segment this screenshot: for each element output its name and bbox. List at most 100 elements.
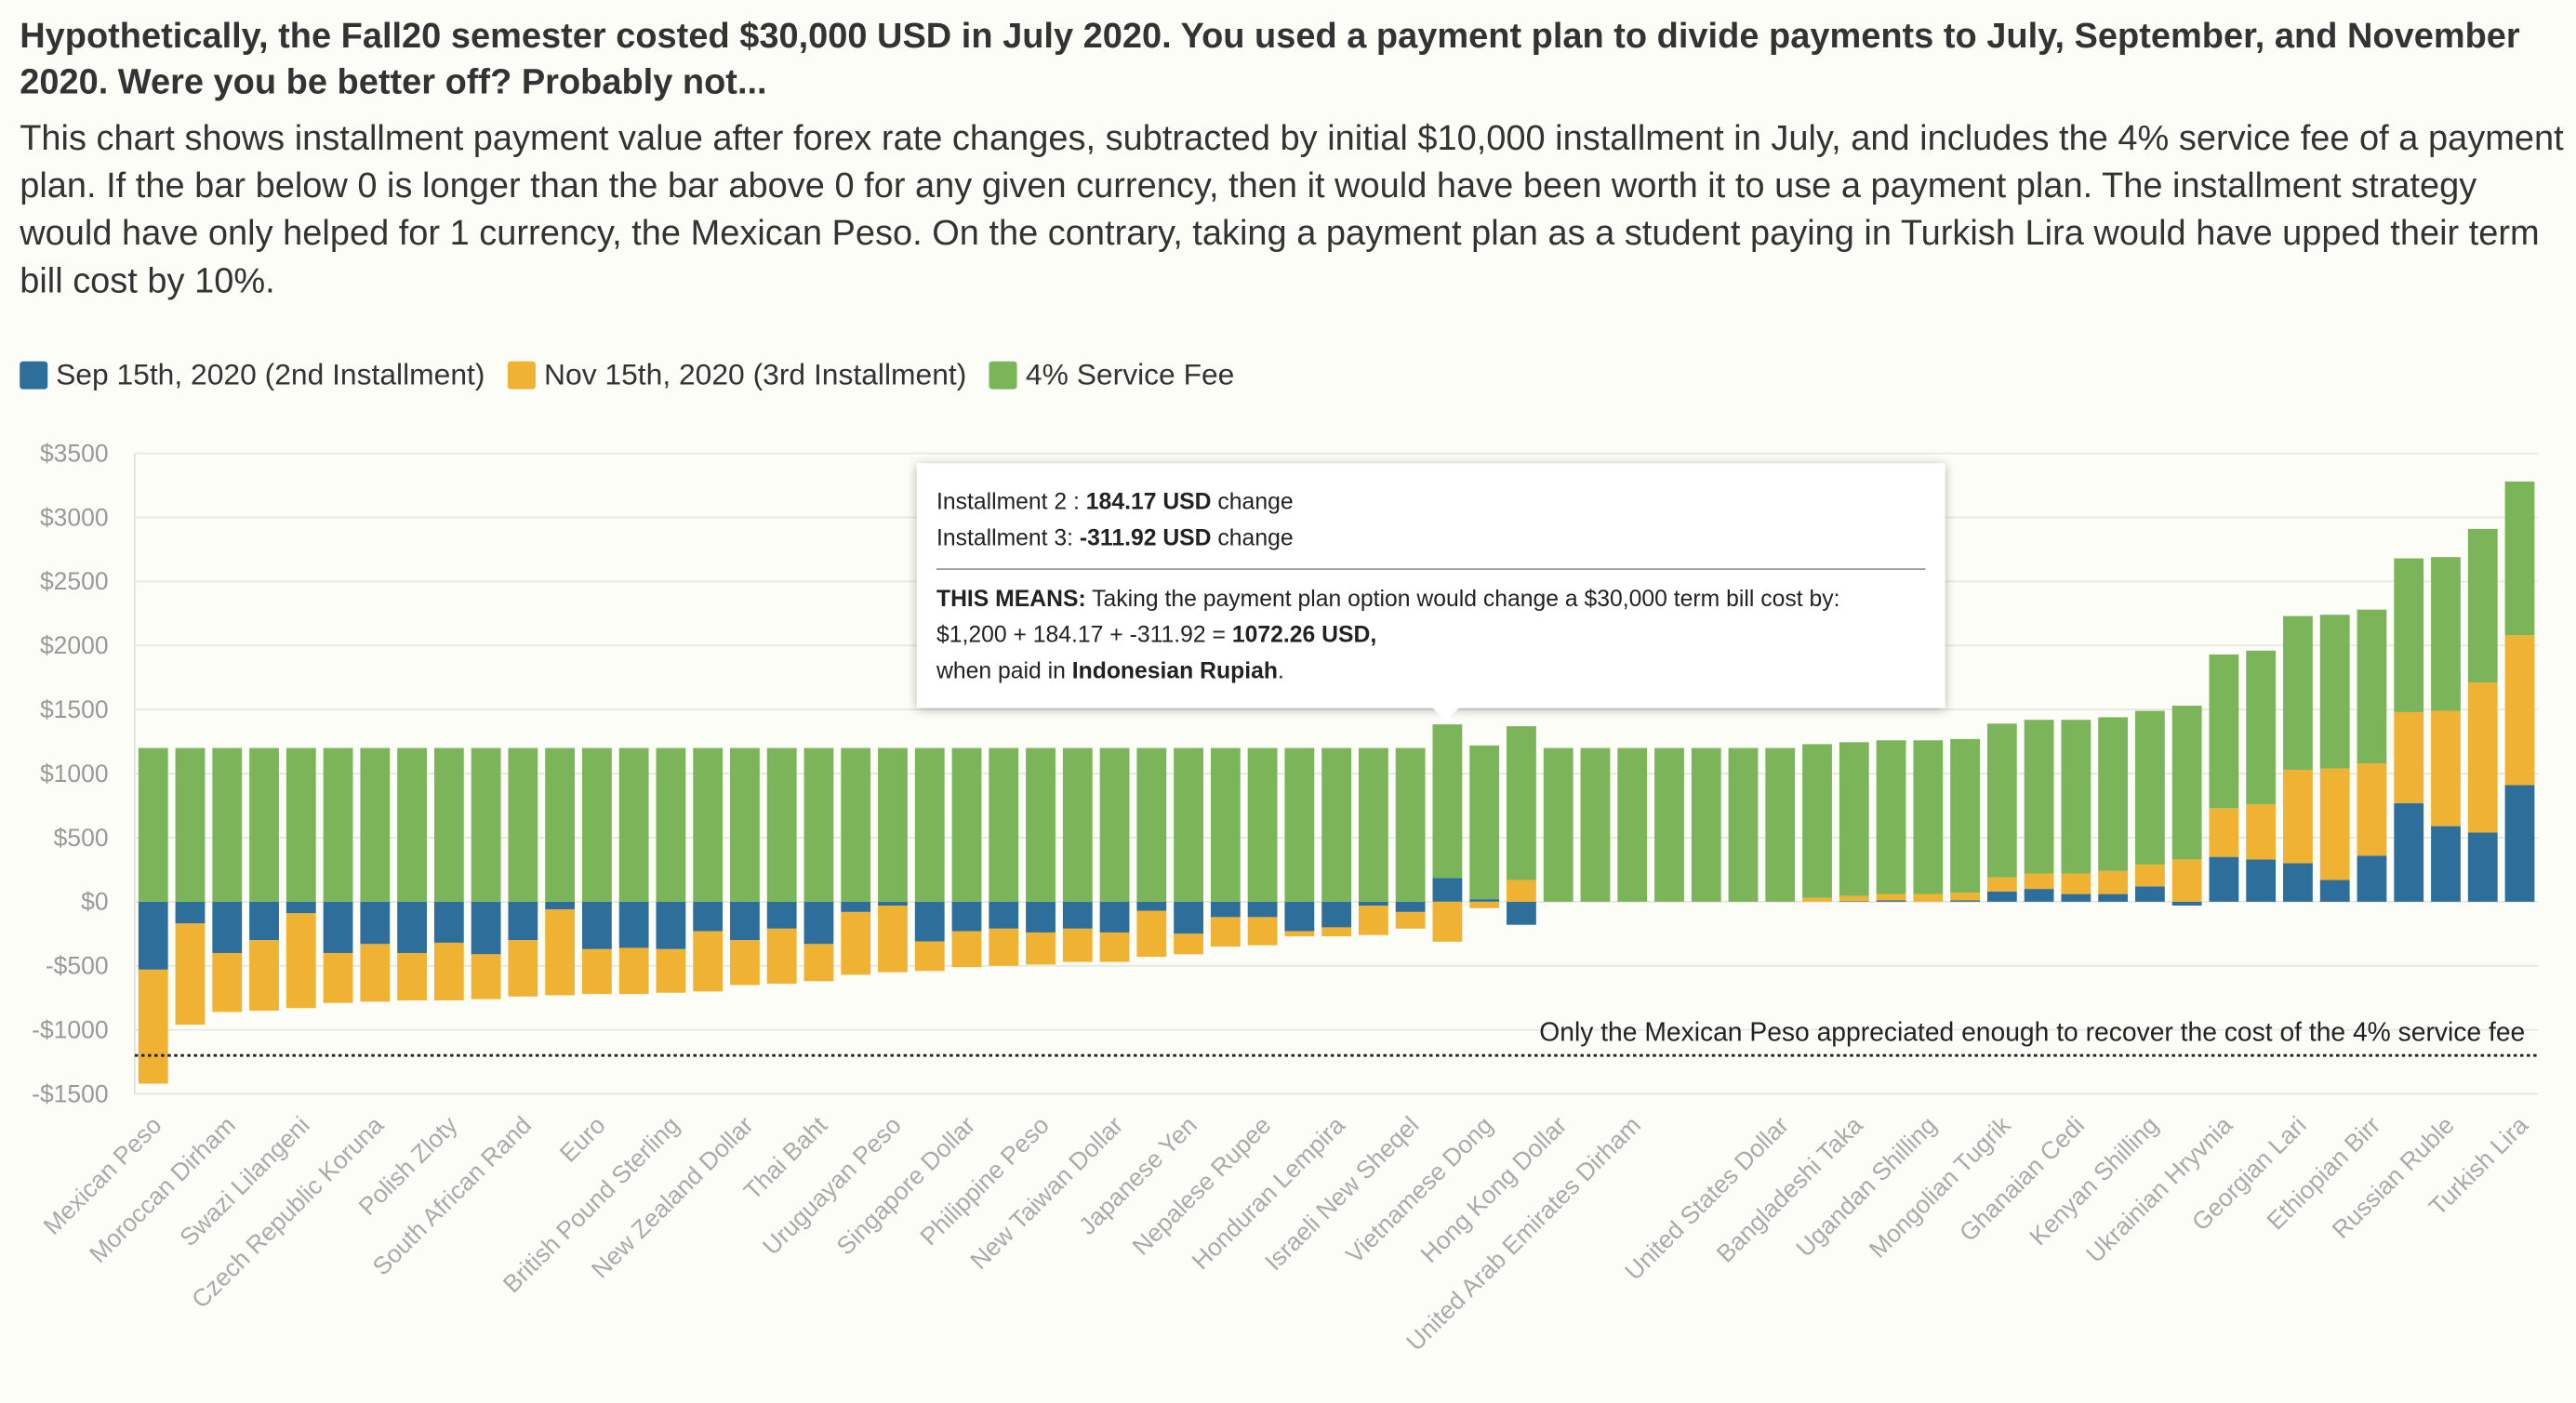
- bar-segment: [2246, 859, 2277, 902]
- legend-label: 4% Service Fee: [1025, 358, 1235, 391]
- bar-segment: [989, 901, 1019, 929]
- bar-segment: [1395, 901, 1426, 912]
- bar-segment: [249, 901, 279, 941]
- tooltip-line: Installment 3: -311.92 USD change: [936, 519, 1925, 555]
- bar-segment: [841, 901, 871, 912]
- bar-segment: [1099, 932, 1130, 962]
- bar-segment: [803, 748, 834, 902]
- bar-segment: [2134, 864, 2165, 887]
- bar-segment: [1580, 748, 1611, 902]
- bar-segment: [1986, 723, 2017, 878]
- bar-segment: [656, 948, 686, 993]
- bar-segment: [2431, 826, 2461, 902]
- legend-label: Nov 15th, 2020 (3rd Installment): [544, 358, 967, 391]
- legend-item: Sep 15th, 2020 (2nd Installment): [20, 358, 485, 392]
- tooltip-text: Taking the payment plan option would cha…: [1092, 584, 1840, 612]
- bar-segment: [951, 931, 982, 968]
- bar-segment: [2024, 720, 2054, 874]
- bar-segment: [1284, 748, 1315, 902]
- bar-segment: [2134, 710, 2165, 865]
- reference-label: Only the Mexican Peso appreciated enough…: [1539, 1016, 2525, 1046]
- bar-segment: [397, 952, 427, 1000]
- tooltip-text: Installment 3:: [936, 523, 1074, 550]
- x-tick-label: Swazi Lilangeni: [174, 1111, 314, 1251]
- x-tick-label: Kenyan Shilling: [2024, 1111, 2163, 1251]
- bar-segment: [2098, 893, 2129, 902]
- bar-segment: [360, 901, 391, 945]
- tooltip-divider: [936, 568, 1926, 571]
- bar-segment: [138, 901, 168, 970]
- tooltip-line: $1,200 + 184.17 + -311.92 = 1072.26 USD,: [936, 615, 1925, 652]
- bar-segment: [2467, 528, 2498, 683]
- bar-segment: [323, 952, 353, 1003]
- bar-segment: [914, 941, 945, 972]
- bar-segment: [1026, 748, 1056, 902]
- legend-item: Nov 15th, 2020 (3rd Installment): [508, 358, 966, 392]
- bar-segment: [730, 748, 760, 902]
- bar-segment: [1469, 901, 1500, 908]
- bar-segment: [2394, 802, 2424, 902]
- bar-segment: [1469, 899, 1500, 902]
- bar-segment: [1247, 901, 1278, 918]
- bar-segment: [2467, 682, 2498, 833]
- bar-segment: [2431, 557, 2461, 711]
- bar-segment: [323, 748, 353, 902]
- bar-segment: [618, 748, 649, 902]
- bar-segment: [1507, 901, 1536, 925]
- x-tick-label: Nepalese Rupee: [1127, 1111, 1277, 1261]
- bar-segment: [1839, 742, 1869, 896]
- bar-segment: [2394, 711, 2424, 803]
- bar-segment: [1099, 748, 1130, 902]
- bar-segment: [1321, 927, 1352, 937]
- chart-subtitle: This chart shows installment payment val…: [20, 118, 2564, 301]
- bar-segment: [914, 748, 945, 902]
- bar-segment: [581, 948, 612, 995]
- tooltip-text: Installment 2 :: [936, 487, 1080, 514]
- bar-segment: [2246, 804, 2277, 860]
- bar-segment: [841, 748, 871, 902]
- bar-segment: [1321, 748, 1352, 902]
- bar-segment: [2246, 650, 2277, 805]
- y-tick-label: -$1500: [32, 1079, 108, 1107]
- y-tick-label: -$500: [46, 952, 109, 980]
- bar-segment: [730, 901, 760, 941]
- bar-segment: [2357, 763, 2387, 856]
- bar-segment: [1802, 897, 1832, 902]
- bar-segment: [1617, 748, 1648, 902]
- bar-segment: [1728, 748, 1759, 902]
- tooltip-line: when paid in Indonesian Rupiah.: [936, 652, 1925, 688]
- bar-segment: [471, 954, 501, 999]
- bar-segment: [1432, 878, 1463, 902]
- bar-segment: [1950, 738, 1980, 893]
- bar-segment: [2283, 863, 2313, 902]
- bar-segment: [285, 901, 316, 914]
- bar-segment: [2098, 870, 2129, 894]
- bar-segment: [2357, 609, 2387, 764]
- bar-segment: [1026, 932, 1056, 965]
- bar-segment: [2061, 720, 2091, 874]
- bar-segment: [1432, 901, 1463, 942]
- bar-segment: [1395, 911, 1426, 929]
- bar-segment: [175, 923, 206, 1026]
- tooltip-text: THIS MEANS:: [936, 584, 1086, 612]
- bar-segment: [1210, 901, 1241, 918]
- bar-segment: [2319, 768, 2350, 880]
- bar-segment: [2431, 710, 2461, 827]
- y-tick-label: $500: [54, 824, 109, 852]
- bar-segment: [397, 748, 427, 902]
- bar-segment: [1507, 880, 1536, 902]
- y-tick-label: $0: [81, 888, 108, 916]
- bar-segment: [618, 947, 649, 995]
- bar-segment: [545, 748, 576, 902]
- bar-segment: [766, 748, 797, 902]
- tooltip-text: change: [1217, 523, 1294, 550]
- bar-segment: [397, 901, 427, 953]
- legend-swatch: [989, 361, 1018, 390]
- bar-segment: [1691, 748, 1721, 902]
- x-tick-label: Uruguayan Peso: [757, 1111, 907, 1261]
- bar-segment: [951, 748, 982, 902]
- bar-segment: [1432, 724, 1463, 879]
- tooltip-text: 1072.26 USD,: [1231, 620, 1377, 648]
- bar-segment: [1210, 917, 1241, 947]
- y-tick-label: $2000: [40, 631, 109, 659]
